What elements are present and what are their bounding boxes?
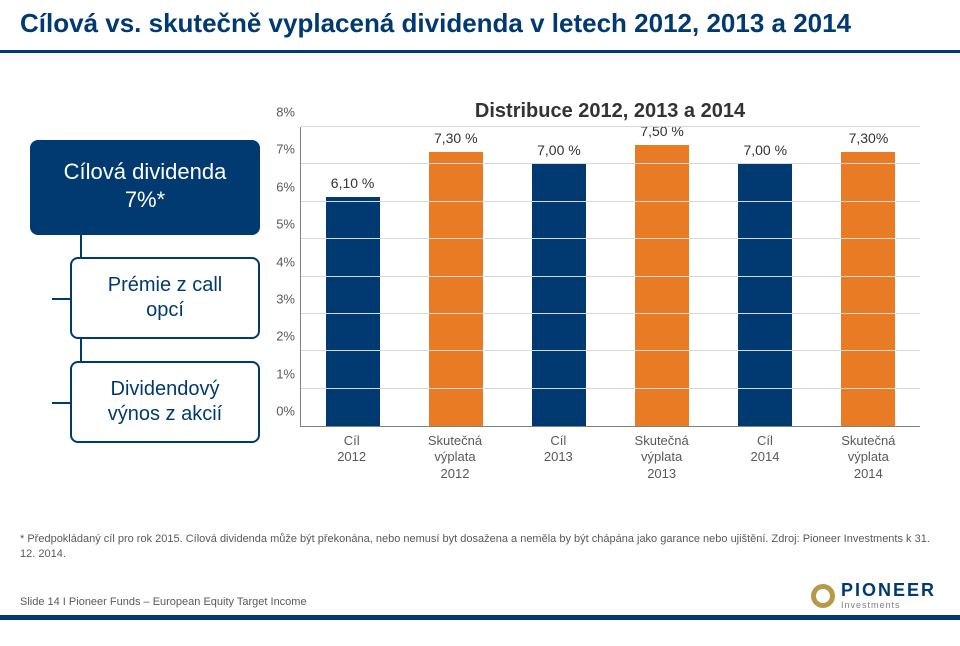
bar: 7,30 % <box>429 152 483 426</box>
x-tick-label: Skutečnávýplata2013 <box>610 433 713 482</box>
y-tick-label: 0% <box>261 404 295 419</box>
chart-title: Distribuce 2012, 2013 a 2014 <box>300 100 920 123</box>
gridline <box>301 201 920 202</box>
gridline <box>301 276 920 277</box>
bars-container: 6,10 % 7,30 % 7,00 % 7,50 % 7,00 % 7,30% <box>301 127 920 426</box>
bar-value-label: 7,00 % <box>537 142 581 158</box>
y-tick-label: 3% <box>261 291 295 306</box>
bar: 6,10 % <box>326 197 380 426</box>
bar-chart: 6,10 %7,30 %7,00 %7,50 %7,00 %7,30% 0%1%… <box>300 127 920 427</box>
footnote-text: * Předpokládaný cíl pro rok 2015. Cílová… <box>20 532 940 562</box>
brand-logo: PIONEER Investments <box>811 581 936 610</box>
y-tick-label: 8% <box>261 105 295 120</box>
gridline <box>301 126 920 127</box>
bar-value-label: 7,00 % <box>743 142 787 158</box>
logo-icon <box>811 584 835 608</box>
x-axis-labels: Cíl2012Skutečnávýplata2012Cíl2013Skutečn… <box>300 433 920 482</box>
title-underline <box>0 50 960 53</box>
bar-group: 6,10 % <box>301 127 404 426</box>
gridline <box>301 388 920 389</box>
bar-group: 7,00 % <box>507 127 610 426</box>
slide-footer: Slide 14 I Pioneer Funds – European Equi… <box>20 596 307 608</box>
bar: 7,30% <box>841 152 895 426</box>
sub-box-dividend-yield: Dividendovývýnos z akcií <box>70 361 260 443</box>
logo-brand: PIONEER <box>841 581 936 599</box>
bar-value-label: 7,30% <box>849 130 889 146</box>
sub-box-premium: Prémie z callopcí <box>70 257 260 339</box>
y-tick-label: 6% <box>261 179 295 194</box>
x-tick-label: Skutečnávýplata2014 <box>817 433 920 482</box>
bar: 7,00 % <box>738 164 792 427</box>
x-tick-label: Cíl2013 <box>507 433 610 482</box>
bar-group: 7,30 % <box>404 127 507 426</box>
bar-group: 7,50 % <box>611 127 714 426</box>
page-title: Cílová vs. skutečně vyplacená dividenda … <box>20 8 851 39</box>
gridline <box>301 313 920 314</box>
y-tick-label: 4% <box>261 254 295 269</box>
y-tick-label: 2% <box>261 329 295 344</box>
y-tick-label: 5% <box>261 217 295 232</box>
gridline <box>301 238 920 239</box>
y-tick-label: 7% <box>261 142 295 157</box>
x-tick-label: Cíl2012 <box>300 433 403 482</box>
main-box: Cílová dividenda7%* <box>30 140 260 235</box>
chart-area: Distribuce 2012, 2013 a 2014 6,10 % 7,30 … <box>300 100 920 470</box>
bar: 7,50 % <box>635 145 689 426</box>
bar: 7,00 % <box>532 164 586 427</box>
bar-value-label: 7,30 % <box>434 130 478 146</box>
bar-group: 7,30% <box>817 127 920 426</box>
x-tick-label: Skutečnávýplata2012 <box>403 433 506 482</box>
gridline <box>301 163 920 164</box>
bottom-border <box>0 615 960 620</box>
gridline <box>301 350 920 351</box>
bar-group: 7,00 % <box>714 127 817 426</box>
bar-value-label: 6,10 % <box>331 175 375 191</box>
left-panel: Cílová dividenda7%* Prémie z callopcí Di… <box>30 140 260 443</box>
y-tick-label: 1% <box>261 366 295 381</box>
x-tick-label: Cíl2014 <box>713 433 816 482</box>
logo-sub: Investments <box>841 601 936 610</box>
